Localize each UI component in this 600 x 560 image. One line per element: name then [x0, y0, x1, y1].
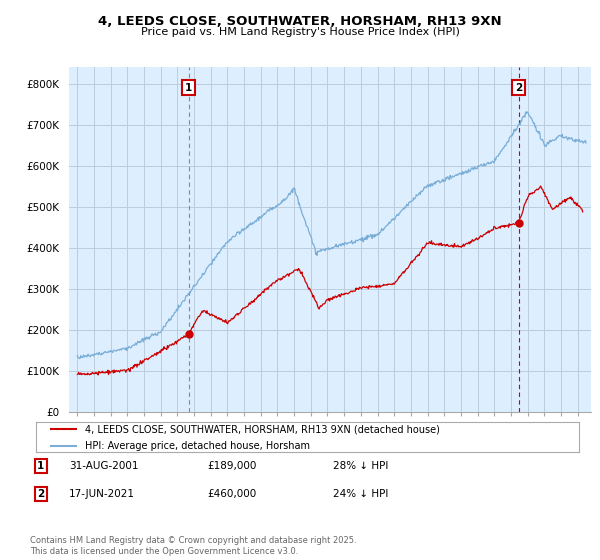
Text: Contains HM Land Registry data © Crown copyright and database right 2025.
This d: Contains HM Land Registry data © Crown c… [30, 536, 356, 556]
Text: 4, LEEDS CLOSE, SOUTHWATER, HORSHAM, RH13 9XN (detached house): 4, LEEDS CLOSE, SOUTHWATER, HORSHAM, RH1… [85, 424, 440, 435]
Text: 2: 2 [37, 489, 44, 499]
Text: 17-JUN-2021: 17-JUN-2021 [69, 489, 135, 499]
Text: Price paid vs. HM Land Registry's House Price Index (HPI): Price paid vs. HM Land Registry's House … [140, 27, 460, 37]
Text: £189,000: £189,000 [207, 461, 256, 471]
Text: 1: 1 [37, 461, 44, 471]
Text: HPI: Average price, detached house, Horsham: HPI: Average price, detached house, Hors… [85, 441, 310, 451]
Text: 1: 1 [185, 83, 192, 93]
Text: 2: 2 [515, 83, 522, 93]
Text: 31-AUG-2001: 31-AUG-2001 [69, 461, 139, 471]
Text: 24% ↓ HPI: 24% ↓ HPI [333, 489, 388, 499]
Text: 4, LEEDS CLOSE, SOUTHWATER, HORSHAM, RH13 9XN: 4, LEEDS CLOSE, SOUTHWATER, HORSHAM, RH1… [98, 15, 502, 28]
Text: 28% ↓ HPI: 28% ↓ HPI [333, 461, 388, 471]
Text: £460,000: £460,000 [207, 489, 256, 499]
